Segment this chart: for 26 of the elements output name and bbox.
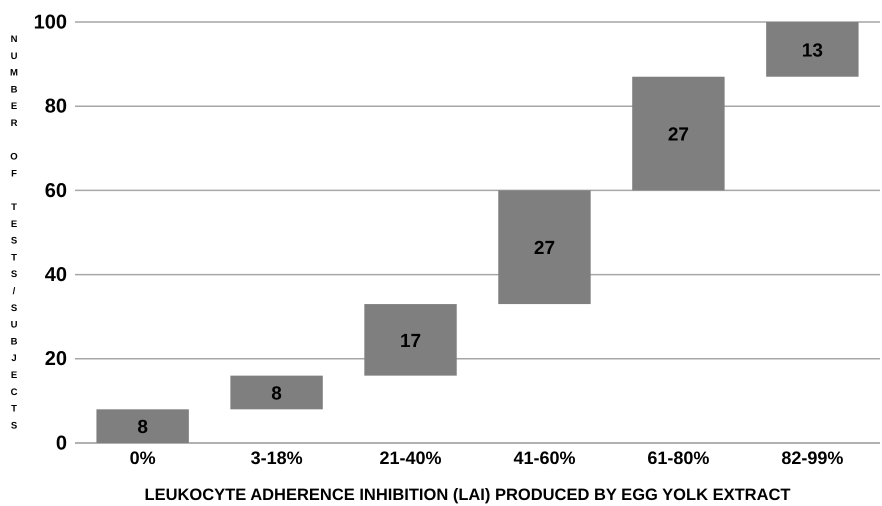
text: NUMBER OF TESTS/SUBJECTS [10,34,18,432]
bar [230,376,323,410]
data-label: 27 [668,124,689,146]
data-label: 8 [271,383,282,404]
bar [632,76,725,190]
y-tick-label: 20 [44,348,67,370]
y-tick-label: 40 [44,264,67,286]
x-tick-label: 61-80% [647,448,710,468]
y-tick-label: 100 [34,11,67,34]
data-label: 17 [400,330,422,352]
y-tick-label: 60 [44,180,67,202]
bar [498,190,591,304]
data-label: 27 [534,238,556,260]
data-label: 13 [802,40,823,62]
x-tick-label: 0% [130,448,156,468]
y-tick-label: 0 [56,432,67,454]
bar [96,409,189,443]
bar [364,304,457,376]
data-label: 8 [137,417,148,438]
y-tick-label: 80 [44,96,67,118]
x-tick-label: 41-60% [513,448,576,468]
x-tick-label: 21-40% [380,448,442,468]
bar [766,22,859,77]
x-tick-label: 3-18% [250,448,303,468]
x-tick-label: 82-99% [781,448,844,468]
x-axis-title: LEUKOCYTE ADHERENCE INHIBITION (LAI) PRODUCED BY EGG YOLK EXTRACT [144,486,790,504]
